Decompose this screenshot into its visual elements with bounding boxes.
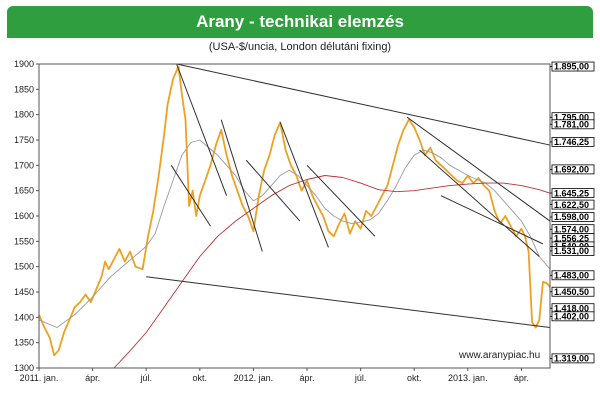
- level-label-text: 1.556,25: [554, 233, 589, 243]
- level-label: 1.895,00: [550, 61, 595, 72]
- grid-layer: [39, 64, 550, 368]
- y-tick-label: 1650: [14, 186, 34, 196]
- trend-line: [419, 149, 540, 257]
- level-label-text: 1.598,00: [554, 212, 589, 222]
- series-layer: [38, 65, 551, 369]
- trend-line: [176, 63, 228, 196]
- x-tick-label: ápr.: [299, 373, 314, 383]
- series-ma_long: [113, 175, 551, 369]
- level-label-text: 1.483,00: [554, 270, 589, 280]
- axis-layer: 1300 1350 1400 1450 1500 1550 1600 1650 1700 1750…: [14, 59, 551, 383]
- x-tick-label: ápr.: [85, 373, 100, 383]
- trend-line: [220, 119, 263, 252]
- level-label: 1.483,00: [550, 270, 595, 280]
- trend-layer: [146, 63, 551, 328]
- y-tick-label: 1550: [14, 236, 34, 246]
- level-label: 1.598,00: [550, 212, 595, 222]
- trend-line: [146, 276, 551, 328]
- y-tick-label: 1400: [14, 312, 34, 322]
- x-tick-label: okt.: [407, 373, 422, 383]
- trend-line: [306, 164, 376, 237]
- series-ma_short: [38, 139, 551, 328]
- watermark-text: www.aranypiac.hu: [458, 350, 540, 361]
- x-tick-label: 2011. jan.: [20, 373, 59, 383]
- y-tick-label: 1850: [14, 84, 34, 94]
- label-layer: 1.895,00 1.795,001.781,00 1.746,25 1.692,00…: [550, 61, 595, 364]
- x-tick-label: 2012. jan.: [234, 373, 274, 383]
- level-label-text: 1.418,00: [554, 303, 589, 313]
- level-label-text: 1.795,00: [554, 112, 589, 122]
- level-label-text: 1.450,50: [554, 287, 589, 297]
- level-label-text: 1.531,00: [554, 246, 589, 256]
- level-label-text: 1.895,00: [554, 62, 589, 72]
- level-label: 1.622,50: [550, 199, 595, 210]
- level-label: 1.450,50: [550, 286, 595, 297]
- level-label-text: 1.622,50: [554, 200, 589, 210]
- series-price: [38, 65, 551, 357]
- level-label: 1.645,25: [550, 188, 595, 198]
- level-label-text: 1.319,00: [554, 354, 589, 364]
- level-label: 1.319,00: [550, 353, 595, 364]
- level-label-text: 1.574,00: [554, 224, 589, 234]
- level-label: 1.746,25: [550, 136, 595, 147]
- x-tick-label: júl.: [354, 373, 367, 383]
- title-bar: Arany - technikai elemzés: [7, 6, 593, 38]
- trend-line: [176, 63, 551, 146]
- level-label: 1.692,00: [550, 164, 595, 175]
- y-tick-label: 1750: [14, 135, 34, 145]
- level-label-text: 1.781,00: [554, 119, 589, 129]
- x-tick-label: júl.: [139, 373, 152, 383]
- chart-subtitle: (USA-$/uncia, London délutáni fixing): [208, 41, 392, 53]
- y-tick-label: 1350: [14, 338, 34, 348]
- level-label-text: 1.645,25: [554, 188, 589, 198]
- y-tick-label: 1600: [14, 211, 34, 221]
- trend-line: [440, 195, 544, 245]
- level-label-text: 1.746,25: [554, 137, 589, 147]
- level-label-text: 1.402,00: [554, 312, 589, 322]
- level-label: 1.531,00: [550, 246, 595, 256]
- x-tick-label: 2013. jan.: [448, 373, 488, 383]
- level-label: 1.781,00: [550, 119, 595, 129]
- level-label: 1.402,00: [550, 311, 595, 322]
- y-tick-label: 1300: [14, 363, 34, 373]
- plot-area: [39, 64, 550, 368]
- x-tick-label: okt.: [193, 373, 208, 383]
- trend-line: [406, 116, 551, 222]
- trend-line: [279, 122, 329, 248]
- y-tick-label: 1900: [14, 59, 34, 69]
- x-tick-label: ápr.: [514, 373, 529, 383]
- y-tick-label: 1450: [14, 287, 34, 297]
- y-tick-label: 1700: [14, 160, 34, 170]
- trend-line: [170, 165, 211, 227]
- y-tick-label: 1800: [14, 110, 34, 120]
- chart-title: Arany - technikai elemzés: [196, 12, 404, 31]
- y-tick-label: 1500: [14, 262, 34, 272]
- level-label-text: 1.692,00: [554, 165, 589, 175]
- trend-line: [245, 159, 301, 222]
